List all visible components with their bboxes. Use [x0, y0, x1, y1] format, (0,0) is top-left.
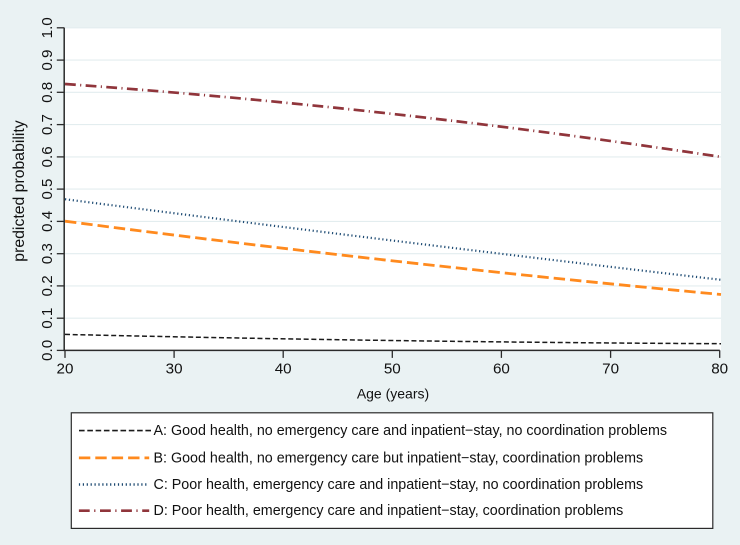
svg-text:0.1: 0.1	[39, 308, 56, 329]
svg-text:0.9: 0.9	[39, 50, 56, 71]
svg-text:0.4: 0.4	[39, 211, 56, 232]
svg-text:C: Poor health, emergency care: C: Poor health, emergency care and inpat…	[154, 477, 644, 493]
svg-text:0.7: 0.7	[39, 114, 56, 135]
svg-text:A: Good health, no emergency c: A: Good health, no emergency care and in…	[154, 423, 668, 439]
svg-text:1.0: 1.0	[39, 17, 56, 38]
svg-text:80: 80	[711, 361, 728, 378]
svg-text:0.2: 0.2	[39, 275, 56, 296]
svg-text:20: 20	[57, 361, 74, 378]
svg-text:30: 30	[166, 361, 183, 378]
svg-text:0.5: 0.5	[39, 179, 56, 200]
svg-text:0.6: 0.6	[39, 146, 56, 167]
svg-text:Age (years): Age (years)	[357, 386, 429, 402]
svg-text:0.0: 0.0	[39, 340, 56, 361]
svg-text:50: 50	[384, 361, 401, 378]
svg-text:B: Good health, no emergency c: B: Good health, no emergency care but in…	[154, 450, 644, 466]
svg-text:60: 60	[493, 361, 510, 378]
svg-text:predicted probability: predicted probability	[11, 120, 28, 261]
svg-text:70: 70	[602, 361, 619, 378]
svg-text:0.8: 0.8	[39, 82, 56, 103]
svg-text:D: Poor health, emergency care: D: Poor health, emergency care and inpat…	[154, 503, 624, 519]
svg-text:40: 40	[275, 361, 292, 378]
svg-text:0.3: 0.3	[39, 243, 56, 264]
